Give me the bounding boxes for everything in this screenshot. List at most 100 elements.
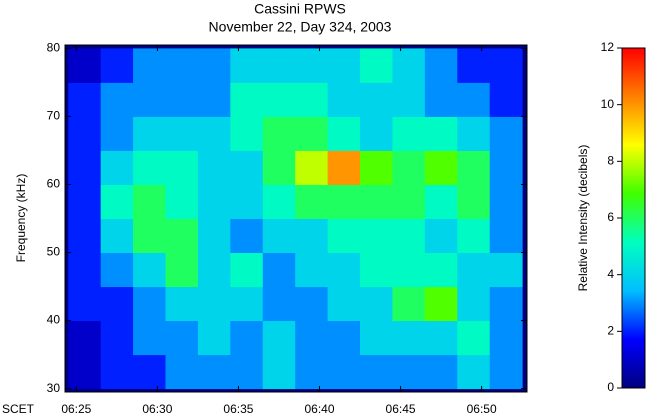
heatmap-cell	[489, 82, 523, 117]
heatmap-cell	[230, 286, 264, 322]
heatmap-cell	[392, 252, 426, 288]
heatmap-cell	[327, 150, 361, 185]
plot-frame	[64, 44, 528, 393]
heatmap-cell	[262, 82, 296, 117]
heatmap-cell	[262, 286, 296, 322]
heatmap-cell	[327, 116, 361, 151]
heatmap-cell	[392, 354, 426, 390]
heatmap-cell	[295, 184, 329, 219]
heatmap-cell	[327, 286, 361, 322]
heatmap-cell	[489, 184, 523, 219]
x-tick-label: 06:50	[467, 402, 497, 416]
heatmap-cell	[165, 218, 199, 254]
heatmap-cell	[392, 48, 426, 83]
heatmap-cell	[457, 354, 491, 390]
heatmap-cell	[424, 320, 458, 356]
heatmap-cell	[165, 286, 199, 322]
heatmap-cell	[360, 354, 393, 390]
heatmap-cell	[295, 286, 329, 322]
heatmap-cell	[197, 48, 231, 83]
heatmap-cell	[295, 48, 329, 83]
heatmap-cell	[230, 252, 264, 288]
heatmap-cell	[197, 286, 231, 322]
y-tick-label: 70	[47, 109, 61, 123]
heatmap-cell	[100, 252, 134, 288]
heatmap-cell	[327, 184, 361, 219]
heatmap-cell	[165, 184, 199, 219]
heatmap-cell	[262, 184, 296, 219]
heatmap-cell	[68, 354, 102, 390]
heatmap-cell	[165, 150, 199, 185]
heatmap-cell	[457, 218, 491, 254]
heatmap-cell	[197, 150, 231, 185]
heatmap-cell	[197, 116, 231, 151]
heatmap-cell	[230, 184, 264, 219]
heatmap-cell	[327, 48, 361, 83]
heatmap-cell	[424, 354, 458, 390]
heatmap-cell	[392, 82, 426, 117]
heatmap-cell	[68, 184, 102, 219]
colorbar-tick-label: 2	[607, 324, 614, 338]
heatmap-cell	[327, 354, 361, 390]
x-tick-label: 06:30	[142, 402, 172, 416]
x-tick-label: 06:40	[304, 402, 334, 416]
x-tick-label: 06:45	[386, 402, 416, 416]
heatmap-cell	[262, 252, 296, 288]
x-axis-label: SCET	[2, 402, 35, 416]
heatmap-cell	[489, 116, 523, 151]
heatmap-cell	[100, 354, 134, 390]
heatmap-cell	[392, 218, 426, 254]
heatmap-cell	[457, 150, 491, 185]
y-tick-label: 80	[47, 41, 61, 55]
heatmap-cell	[68, 150, 102, 185]
heatmap-cell	[360, 286, 393, 322]
x-tick-label: 06:25	[61, 402, 91, 416]
heatmap-cell	[100, 218, 134, 254]
heatmap-cell	[360, 116, 393, 151]
heatmap-cell	[230, 48, 264, 83]
heatmap-cell	[327, 218, 361, 254]
heatmap-cell	[165, 116, 199, 151]
heatmap-cell	[424, 150, 458, 185]
y-tick-label: 50	[47, 245, 61, 259]
heatmap-cell	[133, 150, 167, 185]
heatmap-cell	[424, 116, 458, 151]
heatmap-cell	[230, 218, 264, 254]
heatmap-cell	[133, 218, 167, 254]
heatmap-cell	[262, 48, 296, 83]
heatmap-cell	[489, 354, 523, 390]
y-tick-label: 40	[47, 313, 61, 327]
heatmap-cell	[489, 218, 523, 254]
heatmap-cell	[457, 286, 491, 322]
heatmap-cell	[360, 48, 393, 83]
heatmap-cell	[133, 286, 167, 322]
heatmap-cell	[327, 252, 361, 288]
heatmap-cell	[68, 116, 102, 151]
heatmap-cell	[424, 48, 458, 83]
heatmap-cell	[68, 252, 102, 288]
heatmap-cell	[133, 252, 167, 288]
heatmap-cell	[68, 48, 102, 83]
heatmap-cell	[360, 252, 393, 288]
heatmap-cell	[230, 150, 264, 185]
heatmap-cell	[197, 218, 231, 254]
heatmap-cell	[262, 320, 296, 356]
colorbar-tick-label: 6	[607, 210, 614, 224]
heatmap-cell	[457, 82, 491, 117]
heatmap-cell	[360, 82, 393, 117]
chart-title: Cassini RPWS	[254, 1, 346, 17]
x-tick-label: 06:35	[223, 402, 253, 416]
heatmap-cell	[133, 82, 167, 117]
heatmap-cell	[392, 116, 426, 151]
heatmap-cell	[133, 48, 167, 83]
heatmap-cell	[295, 82, 329, 117]
heatmap-cell	[457, 116, 491, 151]
heatmap-cell	[197, 184, 231, 219]
heatmap-cell	[295, 320, 329, 356]
heatmap-cell	[327, 82, 361, 117]
heatmap-cell	[100, 116, 134, 151]
y-tick-label: 60	[47, 177, 61, 191]
heatmap-cell	[165, 82, 199, 117]
heatmap-cell	[457, 48, 491, 83]
